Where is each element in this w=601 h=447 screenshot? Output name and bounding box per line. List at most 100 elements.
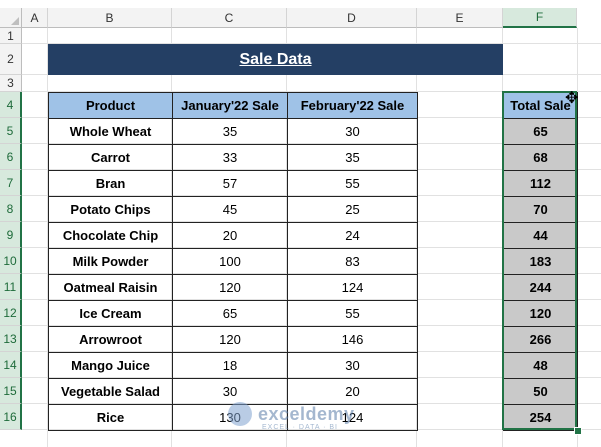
gridline [22,43,601,44]
february-cell[interactable]: 30 [287,352,418,379]
january-cell[interactable]: 100 [172,248,288,275]
february-cell[interactable]: 146 [287,326,418,353]
header-february-sale[interactable]: February'22 Sale [287,92,418,119]
watermark: exceldemy [228,402,355,426]
total-header-row: Total Sale [503,92,578,119]
product-cell[interactable]: Vegetable Salad [48,378,173,405]
february-cell[interactable]: 20 [287,378,418,405]
header-january-sale[interactable]: January'22 Sale [172,92,288,119]
product-cell[interactable]: Ice Cream [48,300,173,327]
total-cell[interactable]: 254 [503,404,578,431]
row-header-4[interactable]: 4 [0,92,22,118]
table-row: Potato Chips 45 25 [48,196,418,223]
total-cell[interactable]: 266 [503,326,578,353]
row-header-6[interactable]: 6 [0,144,22,170]
table-row: Oatmeal Raisin 120 124 [48,274,418,301]
column-header-f[interactable]: F [503,8,577,28]
february-cell[interactable]: 25 [287,196,418,223]
february-cell[interactable]: 55 [287,170,418,197]
row-header-5[interactable]: 5 [0,118,22,144]
row-header-11[interactable]: 11 [0,274,22,300]
february-cell[interactable]: 83 [287,248,418,275]
january-cell[interactable]: 120 [172,274,288,301]
select-all-corner[interactable] [0,8,22,28]
total-cell[interactable]: 65 [503,118,578,145]
table-row: 183 [503,248,578,275]
table-row: Ice Cream 65 55 [48,300,418,327]
january-cell[interactable]: 18 [172,352,288,379]
table-row: 44 [503,222,578,249]
total-cell[interactable]: 50 [503,378,578,405]
total-cell[interactable]: 120 [503,300,578,327]
product-cell[interactable]: Bran [48,170,173,197]
column-header-a[interactable]: A [22,8,48,28]
row-header-1[interactable]: 1 [0,28,22,44]
row-header-8[interactable]: 8 [0,196,22,222]
row-header-13[interactable]: 13 [0,326,22,352]
january-cell[interactable]: 20 [172,222,288,249]
february-cell[interactable]: 30 [287,118,418,145]
sheet-title-banner[interactable]: Sale Data [48,44,503,75]
product-cell[interactable]: Chocolate Chip [48,222,173,249]
table-row: Bran 57 55 [48,170,418,197]
row-header-16[interactable]: 16 [0,404,22,430]
total-cell[interactable]: 112 [503,170,578,197]
january-cell[interactable]: 120 [172,326,288,353]
table-row: 120 [503,300,578,327]
sales-table: Product January'22 Sale February'22 Sale… [48,92,418,431]
product-cell[interactable]: Rice [48,404,173,431]
column-header-d[interactable]: D [287,8,417,28]
january-cell[interactable]: 30 [172,378,288,405]
header-total-sale[interactable]: Total Sale [503,92,578,119]
exceldemy-logo-icon [228,402,252,426]
product-cell[interactable]: Milk Powder [48,248,173,275]
total-cell[interactable]: 44 [503,222,578,249]
table-row: Rice130124 [48,404,418,431]
row-header-7[interactable]: 7 [0,170,22,196]
product-cell[interactable]: Oatmeal Raisin [48,274,173,301]
january-cell[interactable]: 35 [172,118,288,145]
row-header-3[interactable]: 3 [0,75,22,92]
column-header-c[interactable]: C [172,8,287,28]
column-header-e[interactable]: E [417,8,503,28]
product-cell[interactable]: Potato Chips [48,196,173,223]
product-cell[interactable]: Carrot [48,144,173,171]
total-cell[interactable]: 68 [503,144,578,171]
row-header-14[interactable]: 14 [0,352,22,378]
fill-handle[interactable] [574,427,582,435]
total-cell[interactable]: 48 [503,352,578,379]
product-cell[interactable]: Arrowroot [48,326,173,353]
february-cell[interactable]: 55 [287,300,418,327]
gridline [47,28,48,447]
total-cell[interactable]: 183 [503,248,578,275]
sheet-title: Sale Data [239,50,312,68]
column-header-b[interactable]: B [48,8,172,28]
february-cell[interactable]: 124 [287,404,418,431]
february-cell[interactable]: 124 [287,274,418,301]
row-header-12[interactable]: 12 [0,300,22,326]
row-header-15[interactable]: 15 [0,378,22,404]
table-row: 68 [503,144,578,171]
total-cell[interactable]: 70 [503,196,578,223]
header-product[interactable]: Product [48,92,173,119]
february-cell[interactable]: 35 [287,144,418,171]
table-row: Chocolate Chip 20 24 [48,222,418,249]
table-row: 65 [503,118,578,145]
product-cell[interactable]: Mango Juice [48,352,173,379]
table-row: 48 [503,352,578,379]
row-header-2[interactable]: 2 [0,44,22,75]
table-row: Arrowroot 120 146 [48,326,418,353]
total-cell[interactable]: 244 [503,274,578,301]
february-cell[interactable]: 24 [287,222,418,249]
table-row: 70 [503,196,578,223]
january-cell[interactable]: 33 [172,144,288,171]
product-cell[interactable]: Whole Wheat [48,118,173,145]
table-row: 266 [503,326,578,353]
row-header-10[interactable]: 10 [0,248,22,274]
table-row: 50 [503,378,578,405]
table-row: Carrot 33 35 [48,144,418,171]
january-cell[interactable]: 45 [172,196,288,223]
january-cell[interactable]: 65 [172,300,288,327]
row-header-9[interactable]: 9 [0,222,22,248]
january-cell[interactable]: 57 [172,170,288,197]
